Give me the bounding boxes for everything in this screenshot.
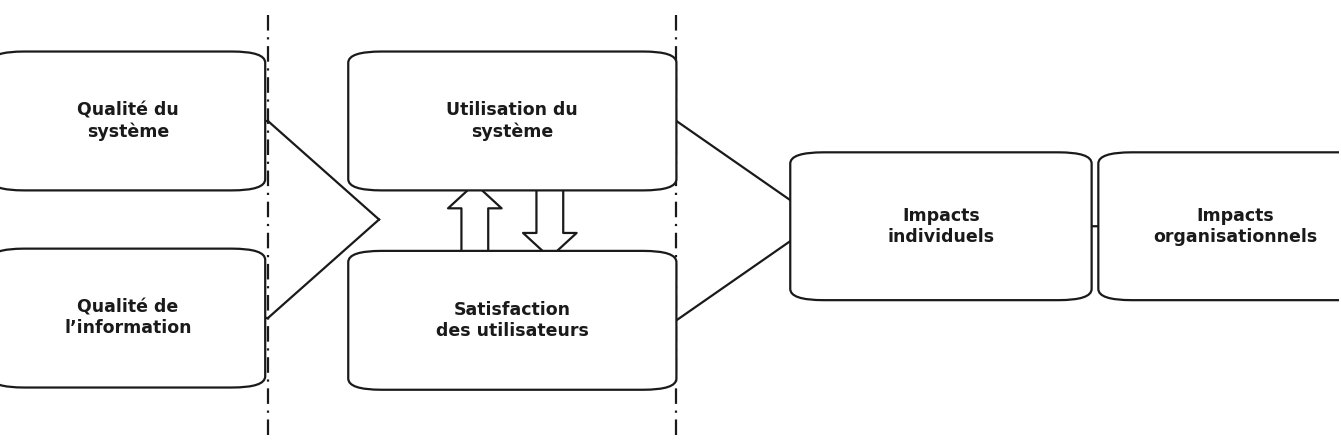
Text: Utilisation du
système: Utilisation du système — [447, 101, 578, 141]
Text: Impacts
individuels: Impacts individuels — [888, 207, 995, 246]
Text: Impacts
organisationnels: Impacts organisationnels — [1153, 207, 1318, 246]
Text: Qualité du
système: Qualité du système — [76, 101, 178, 141]
FancyBboxPatch shape — [1098, 152, 1341, 300]
Text: Satisfaction
des utilisateurs: Satisfaction des utilisateurs — [436, 301, 589, 340]
FancyBboxPatch shape — [0, 249, 266, 388]
FancyBboxPatch shape — [349, 52, 676, 190]
Text: Qualité de
l’information: Qualité de l’information — [64, 299, 192, 337]
FancyBboxPatch shape — [790, 152, 1092, 300]
FancyBboxPatch shape — [349, 251, 676, 390]
FancyBboxPatch shape — [0, 52, 266, 190]
